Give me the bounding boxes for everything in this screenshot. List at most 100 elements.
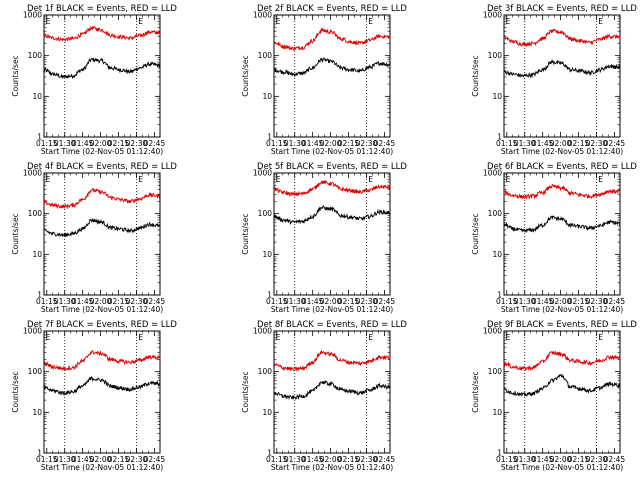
- x-tick-label: 01:30: [54, 297, 76, 306]
- panel-det-9f: Det 9f BLACK = Events, RED = LLD E E 1 10 100…: [471, 320, 637, 472]
- y-axis-label: Counts/sec: [241, 213, 250, 254]
- y-tick-label: 100: [28, 51, 43, 60]
- x-tick-label: 01:45: [72, 297, 94, 306]
- x-tick-label: 01:30: [514, 297, 536, 306]
- panel-title: Det 2f BLACK = Events, RED = LLD: [257, 4, 407, 14]
- x-axis-label: Start Time (02-Nov-05 01:12:40): [41, 147, 163, 156]
- y-axis-label: Counts/sec: [241, 371, 250, 412]
- y-tick-label: 1000: [23, 327, 42, 336]
- x-tick-label: 01:45: [532, 297, 554, 306]
- x-tick-label: 01:15: [496, 297, 518, 306]
- x-tick-label: 01:45: [302, 297, 324, 306]
- panel-title: Det 6f BLACK = Events, RED = LLD: [487, 162, 637, 172]
- y-tick-label: 1000: [253, 327, 272, 336]
- series-line-lld: [503, 183, 621, 200]
- x-tick-label: 02:45: [144, 139, 166, 148]
- x-tick-label: 02:00: [550, 297, 572, 306]
- y-axis-label: Counts/sec: [471, 213, 480, 254]
- event-marker-e-2: E: [368, 17, 373, 26]
- x-axis-label: Start Time (02-Nov-05 01:12:40): [271, 305, 393, 314]
- x-tick-label: 02:45: [144, 297, 166, 306]
- y-axis-label: Counts/sec: [11, 213, 20, 254]
- panel-det-3f: Det 3f BLACK = Events, RED = LLD E E 1 10 100…: [471, 4, 637, 156]
- event-marker-e-2: E: [368, 333, 373, 342]
- series-line-events: [43, 218, 161, 238]
- series-line-events: [503, 373, 621, 398]
- y-tick-label: 1000: [483, 169, 502, 178]
- y-tick-label: 10: [32, 250, 42, 259]
- x-tick-label: 02:45: [374, 455, 396, 464]
- y-tick-label: 10: [262, 250, 272, 259]
- series-line-lld: [43, 349, 161, 372]
- x-tick-label: 02:00: [320, 139, 342, 148]
- x-tick-label: 02:15: [108, 455, 130, 464]
- x-tick-label: 02:45: [604, 455, 626, 464]
- x-tick-label: 01:45: [302, 139, 324, 148]
- y-tick-label: 1000: [483, 327, 502, 336]
- event-marker-e-2: E: [138, 17, 143, 26]
- panel-title: Det 8f BLACK = Events, RED = LLD: [257, 320, 407, 330]
- x-axis-label: Start Time (02-Nov-05 01:12:40): [271, 463, 393, 472]
- x-axis-label: Start Time (02-Nov-05 01:12:40): [501, 463, 623, 472]
- plot-frame: [503, 172, 621, 296]
- x-tick-label: 02:15: [568, 139, 590, 148]
- y-tick-label: 10: [492, 250, 502, 259]
- series-line-events: [503, 59, 621, 79]
- x-tick-label: 01:15: [36, 139, 58, 148]
- series-line-events: [273, 57, 391, 78]
- plot-frame: [503, 14, 621, 138]
- x-tick-label: 02:00: [550, 455, 572, 464]
- panel-title: Det 5f BLACK = Events, RED = LLD: [257, 162, 407, 172]
- x-tick-label: 02:15: [338, 139, 360, 148]
- x-axis-label: Start Time (02-Nov-05 01:12:40): [41, 463, 163, 472]
- series-line-lld: [273, 26, 391, 51]
- plot-frame: [273, 330, 391, 454]
- y-tick-label: 100: [488, 367, 503, 376]
- y-tick-label: 10: [32, 408, 42, 417]
- y-tick-label: 10: [32, 92, 42, 101]
- x-axis-label: Start Time (02-Nov-05 01:12:40): [501, 305, 623, 314]
- event-marker-e-2: E: [598, 333, 603, 342]
- x-tick-label: 02:30: [126, 297, 148, 306]
- x-tick-label: 01:15: [496, 139, 518, 148]
- y-tick-label: 1000: [23, 11, 42, 20]
- y-tick-label: 100: [258, 367, 273, 376]
- plot-frame: [43, 14, 161, 138]
- x-tick-label: 02:45: [374, 139, 396, 148]
- y-tick-label: 1: [267, 291, 272, 300]
- x-tick-label: 02:00: [320, 297, 342, 306]
- x-tick-label: 02:30: [126, 139, 148, 148]
- x-tick-label: 02:15: [338, 455, 360, 464]
- event-marker-e-2: E: [138, 333, 143, 342]
- y-axis-label: Counts/sec: [241, 55, 250, 96]
- event-marker-e-2: E: [368, 175, 373, 184]
- x-tick-label: 02:30: [586, 455, 608, 464]
- y-tick-label: 1000: [23, 169, 42, 178]
- event-marker-e-1: E: [46, 17, 51, 26]
- y-tick-label: 1: [37, 133, 42, 142]
- x-tick-label: 01:45: [532, 139, 554, 148]
- y-axis-label: Counts/sec: [11, 371, 20, 412]
- y-tick-label: 1: [267, 133, 272, 142]
- y-tick-label: 10: [262, 408, 272, 417]
- y-tick-label: 1: [497, 291, 502, 300]
- x-tick-label: 01:30: [514, 139, 536, 148]
- x-tick-label: 02:45: [144, 455, 166, 464]
- x-tick-label: 02:15: [108, 139, 130, 148]
- x-tick-label: 01:15: [266, 139, 288, 148]
- event-marker-e-1: E: [46, 333, 51, 342]
- x-tick-label: 01:45: [72, 139, 94, 148]
- x-tick-label: 01:45: [72, 455, 94, 464]
- y-axis-label: Counts/sec: [471, 55, 480, 96]
- event-marker-e-2: E: [138, 175, 143, 184]
- x-tick-label: 02:00: [90, 139, 112, 148]
- x-axis-label: Start Time (02-Nov-05 01:12:40): [271, 147, 393, 156]
- x-tick-label: 01:30: [284, 297, 306, 306]
- x-tick-label: 02:00: [550, 139, 572, 148]
- y-tick-label: 1000: [253, 11, 272, 20]
- y-tick-label: 1: [497, 133, 502, 142]
- event-marker-e-2: E: [598, 175, 603, 184]
- x-tick-label: 02:30: [356, 297, 378, 306]
- y-tick-label: 10: [492, 408, 502, 417]
- y-axis-label: Counts/sec: [11, 55, 20, 96]
